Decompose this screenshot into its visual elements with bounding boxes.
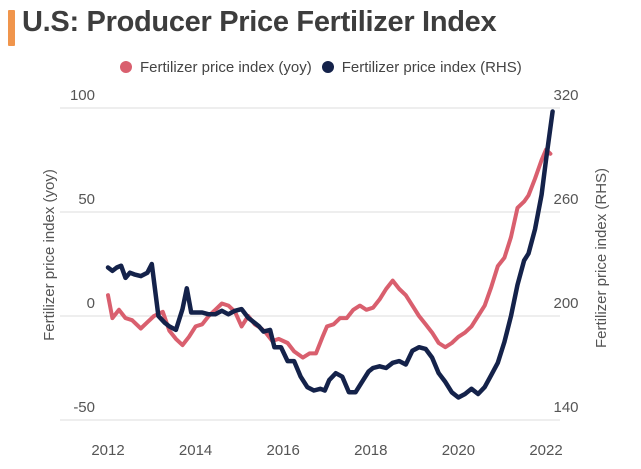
x-tick: 2016 <box>267 442 300 459</box>
legend-dot-rhs <box>321 61 334 73</box>
y-axis-title-right: Fertilizer price index (RHS) <box>593 168 610 348</box>
series-line-rhs <box>105 109 555 400</box>
y-tick-left: 100 <box>70 87 95 104</box>
y-tick-right: 140 <box>553 399 578 416</box>
legend-label-rhs: Fertilizer price index (RHS) <box>341 58 522 76</box>
y-tick-right: 320 <box>553 87 578 104</box>
x-tick: 2022 <box>529 442 562 459</box>
x-tick: 2012 <box>91 442 124 459</box>
grid-lines <box>60 107 560 421</box>
y-tick-right: 260 <box>553 191 578 208</box>
legend-item-rhs: Fertilizer price index (RHS) <box>321 58 522 76</box>
series-lines <box>105 109 555 400</box>
y-tick-right: 200 <box>553 295 578 312</box>
legend-item-yoy: Fertilizer price index (yoy) <box>120 59 312 76</box>
x-tick: 2018 <box>354 442 387 459</box>
y-tick-left: 0 <box>87 295 95 312</box>
title-accent-bar <box>8 10 15 46</box>
legend: Fertilizer price index (yoy) Fertilizer … <box>120 56 532 78</box>
series-line-yoy <box>106 147 553 360</box>
legend-label-yoy: Fertilizer price index (yoy) <box>140 58 312 76</box>
y-axis-title-left: Fertilizer price index (yoy) <box>41 169 58 341</box>
y-tick-left: 50 <box>78 191 95 208</box>
x-tick: 2020 <box>442 442 475 459</box>
y-tick-left: -50 <box>73 399 95 416</box>
tick-labels: -50 0 50 100 140 200 260 320 2012 2014 2016 2018 202… <box>70 87 579 459</box>
legend-dot-yoy <box>120 61 132 73</box>
x-tick: 2014 <box>179 442 212 459</box>
chart-title: U.S: Producer Price Fertilizer Index <box>22 6 497 38</box>
